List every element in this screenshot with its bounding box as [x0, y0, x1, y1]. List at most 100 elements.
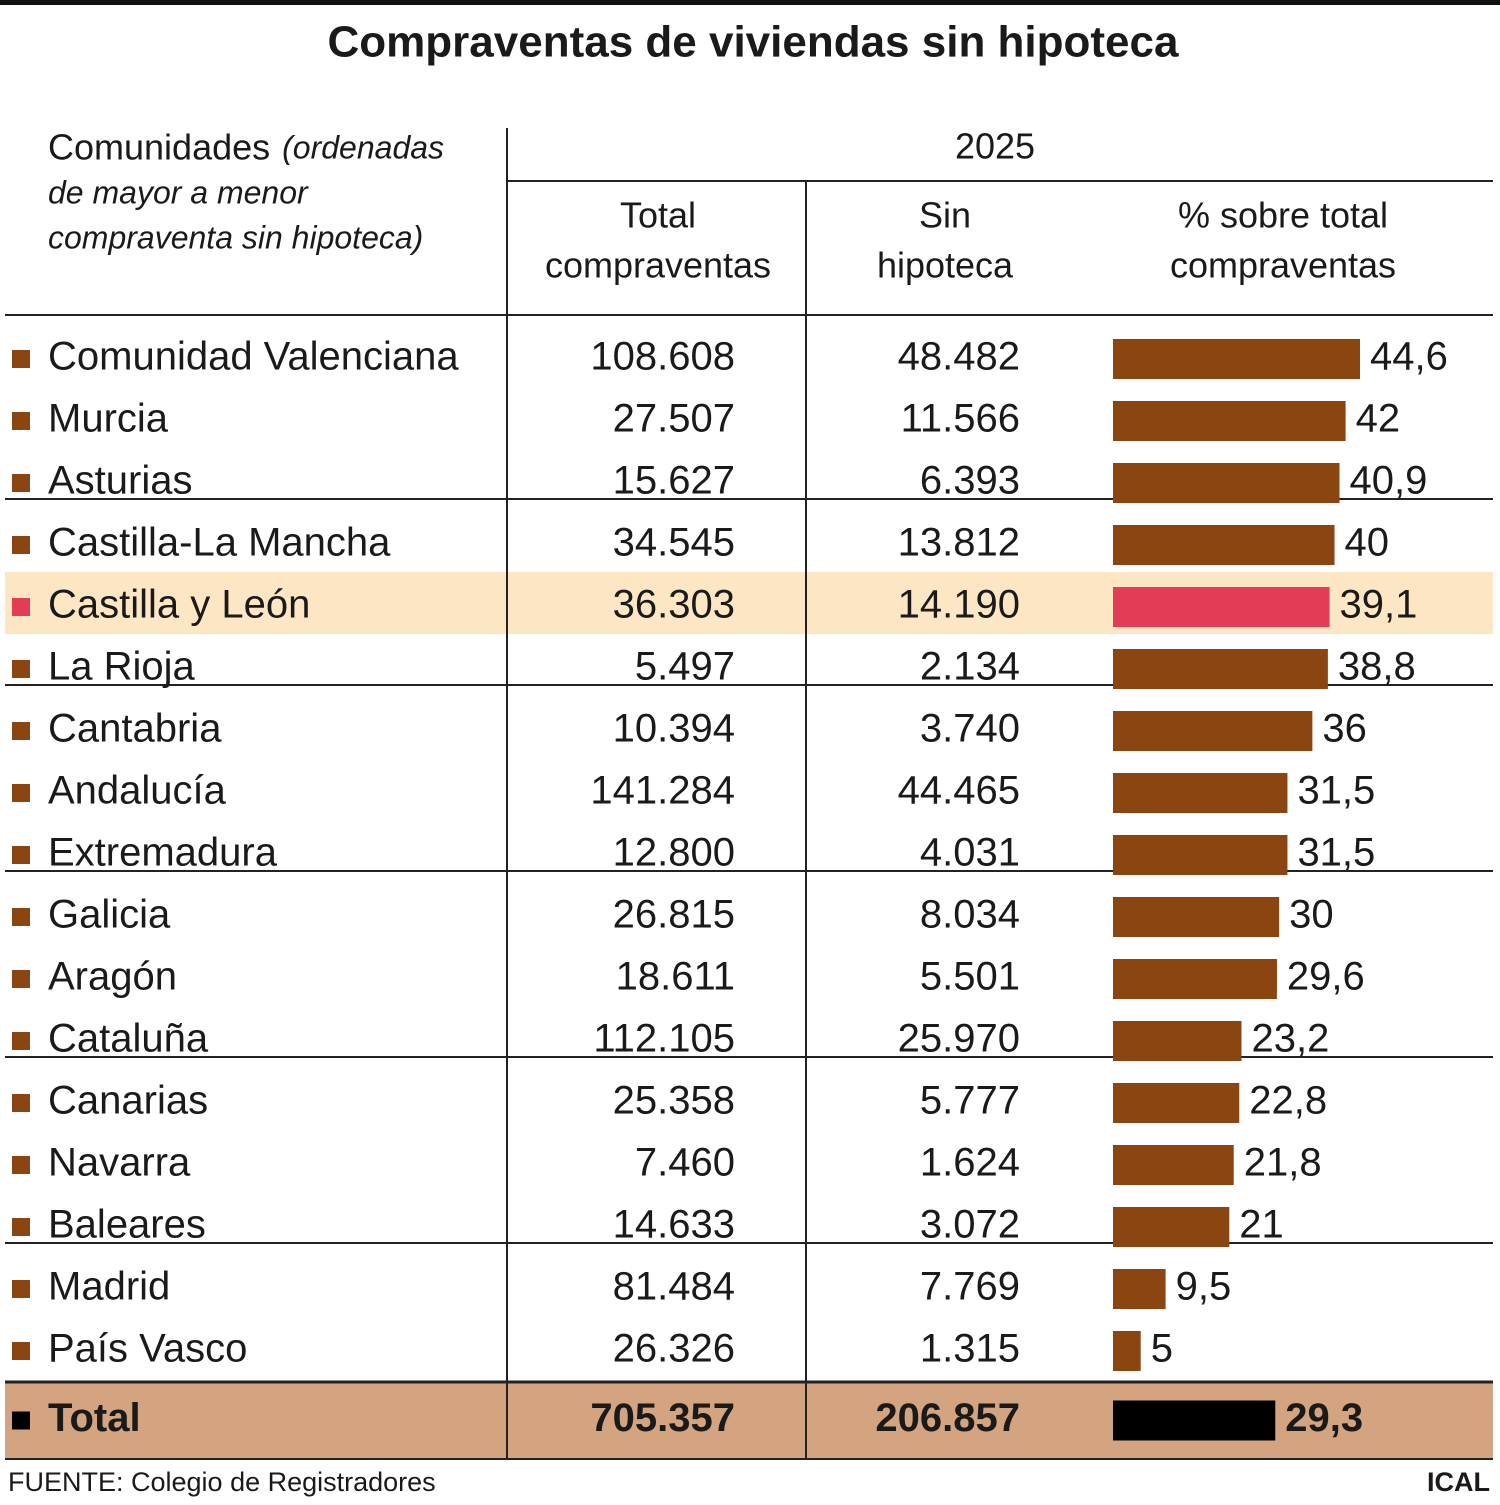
pct-label: 29,6: [1287, 955, 1365, 999]
total-sales: 26.326: [613, 1327, 735, 1371]
no-mortgage-sales: 25.970: [898, 1017, 1020, 1061]
row-marker: [12, 722, 30, 740]
no-mortgage-sales: 206.857: [875, 1396, 1020, 1440]
pct-bar: [1113, 587, 1330, 627]
pct-bar: [1113, 339, 1360, 379]
region-name: Castilla-La Mancha: [48, 521, 391, 565]
row-marker: [12, 1218, 30, 1236]
row-marker: [12, 660, 30, 678]
column-note: de mayor a menor: [48, 174, 309, 210]
total-sales: 25.358: [613, 1079, 735, 1123]
total-sales: 141.284: [590, 769, 735, 813]
row-marker: [12, 784, 30, 802]
column-header: Total: [620, 195, 696, 236]
no-mortgage-sales: 3.072: [920, 1203, 1020, 1247]
region-name: País Vasco: [48, 1327, 247, 1371]
pct-label: 9,5: [1176, 1265, 1232, 1309]
total-sales: 108.608: [590, 335, 735, 379]
region-name: Total: [48, 1396, 141, 1440]
pct-bar: [1113, 835, 1288, 875]
row-marker: [12, 350, 30, 368]
brand: ICAL: [1427, 1467, 1490, 1497]
pct-label: 31,5: [1297, 831, 1375, 875]
total-sales: 12.800: [613, 831, 735, 875]
row-marker: [12, 1094, 30, 1112]
total-sales: 34.545: [613, 521, 735, 565]
no-mortgage-sales: 2.134: [920, 645, 1020, 689]
region-name: Cataluña: [48, 1017, 209, 1061]
total-sales: 81.484: [613, 1265, 735, 1309]
pct-label: 22,8: [1249, 1079, 1327, 1123]
row-marker: [12, 412, 30, 430]
region-name: Castilla y León: [48, 583, 310, 627]
no-mortgage-sales: 6.393: [920, 459, 1020, 503]
top-rule: [0, 0, 1500, 5]
column-note: compraventa sin hipoteca): [48, 219, 423, 255]
total-sales: 14.633: [613, 1203, 735, 1247]
pct-label: 21: [1239, 1203, 1284, 1247]
pct-label: 30: [1289, 893, 1334, 937]
pct-label: 21,8: [1244, 1141, 1322, 1185]
region-name: Baleares: [48, 1203, 206, 1247]
region-name: Cantabria: [48, 707, 222, 751]
column-head: Comunidades: [48, 127, 270, 168]
column-header: hipoteca: [877, 245, 1014, 286]
no-mortgage-sales: 7.769: [920, 1265, 1020, 1309]
pct-bar: [1113, 1331, 1141, 1371]
pct-label: 31,5: [1297, 769, 1375, 813]
no-mortgage-sales: 13.812: [898, 521, 1020, 565]
region-name: Aragón: [48, 955, 177, 999]
pct-bar: [1113, 1269, 1166, 1309]
pct-bar: [1113, 897, 1280, 937]
row-marker: [12, 598, 30, 616]
no-mortgage-sales: 11.566: [901, 397, 1020, 441]
region-name: Asturias: [48, 459, 193, 503]
region-name: Andalucía: [48, 769, 227, 813]
pct-bar: [1113, 463, 1340, 503]
year-header: 2025: [955, 126, 1035, 167]
no-mortgage-sales: 8.034: [920, 893, 1020, 937]
pct-bar: [1113, 959, 1277, 999]
pct-label: 5: [1151, 1327, 1173, 1371]
pct-bar: [1113, 401, 1346, 441]
region-name: Navarra: [48, 1141, 191, 1185]
column-header: Sin: [919, 195, 971, 236]
region-name: La Rioja: [48, 645, 196, 689]
total-sales: 5.497: [635, 645, 735, 689]
pct-label: 40: [1345, 521, 1390, 565]
row-marker: [12, 1156, 30, 1174]
column-header: % sobre total: [1178, 195, 1388, 236]
total-sales: 15.627: [613, 459, 735, 503]
region-name: Extremadura: [48, 831, 278, 875]
pct-bar: [1113, 1145, 1234, 1185]
no-mortgage-sales: 5.501: [920, 955, 1020, 999]
no-mortgage-sales: 4.031: [920, 831, 1020, 875]
total-sales: 36.303: [613, 583, 735, 627]
pct-label: 38,8: [1338, 645, 1416, 689]
region-name: Murcia: [48, 397, 169, 441]
column-header: compraventas: [545, 245, 771, 286]
no-mortgage-sales: 44.465: [898, 769, 1020, 813]
pct-label: 36: [1322, 707, 1367, 751]
region-name: Galicia: [48, 893, 171, 937]
total-sales: 705.357: [590, 1396, 735, 1440]
total-sales: 26.815: [613, 893, 735, 937]
total-sales: 112.105: [593, 1017, 735, 1061]
pct-bar: [1113, 1207, 1230, 1247]
region-name: Canarias: [48, 1079, 208, 1123]
total-sales: 27.507: [613, 397, 735, 441]
column-header: compraventas: [1170, 245, 1396, 286]
row-marker: [12, 846, 30, 864]
row-marker: [12, 1342, 30, 1360]
row-marker: [12, 474, 30, 492]
pct-label: 29,3: [1285, 1396, 1363, 1440]
no-mortgage-sales: 1.315: [920, 1327, 1020, 1371]
pct-label: 39,1: [1340, 583, 1418, 627]
pct-bar: [1113, 773, 1288, 813]
region-name: Madrid: [48, 1265, 170, 1309]
total-sales: 10.394: [613, 707, 735, 751]
pct-label: 23,2: [1251, 1017, 1329, 1061]
row-marker: [12, 1032, 30, 1050]
no-mortgage-sales: 5.777: [920, 1079, 1020, 1123]
